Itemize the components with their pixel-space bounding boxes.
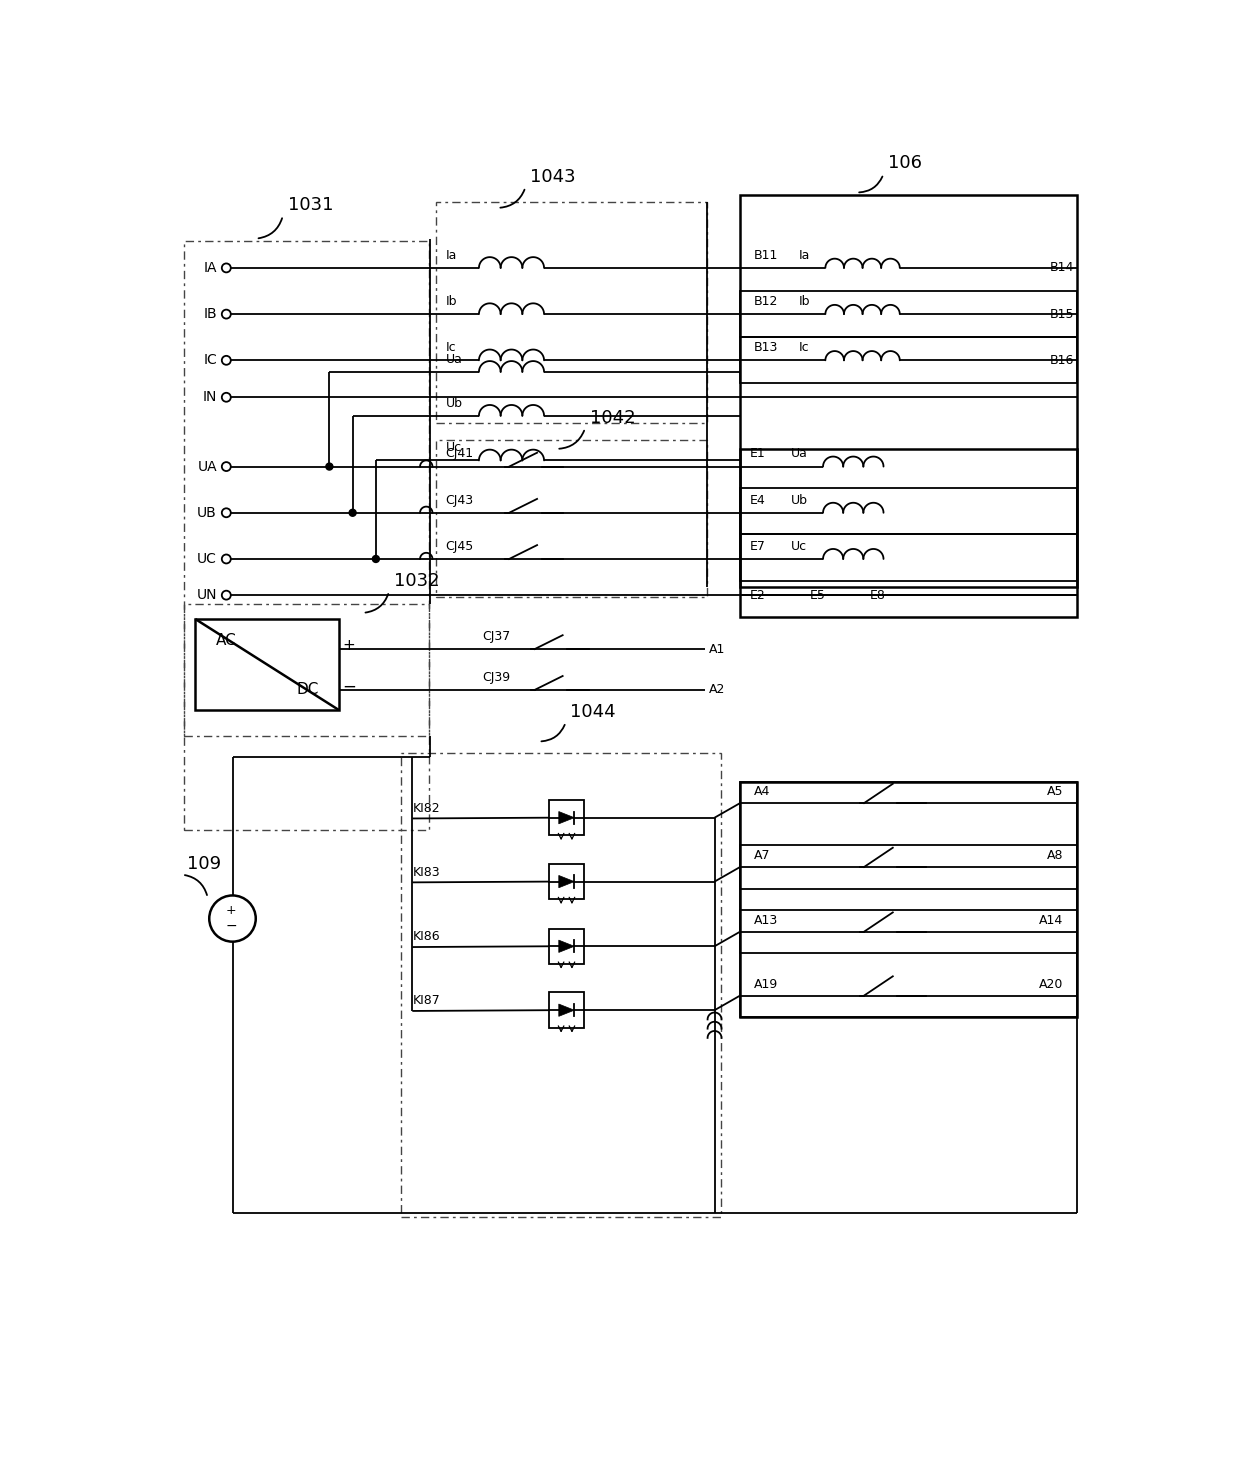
Circle shape [350, 510, 356, 516]
Text: CJ37: CJ37 [482, 630, 511, 643]
Text: KI82: KI82 [412, 802, 440, 815]
Text: Ib: Ib [799, 295, 810, 308]
Text: A7: A7 [754, 849, 770, 862]
Text: Ub: Ub [445, 397, 463, 410]
Text: A5: A5 [1047, 786, 1063, 799]
Text: A13: A13 [754, 914, 779, 927]
Polygon shape [559, 876, 574, 887]
Text: UB: UB [197, 505, 217, 520]
Text: IA: IA [203, 261, 217, 275]
Text: −: − [226, 920, 237, 933]
Text: 1043: 1043 [529, 167, 575, 185]
Text: A1: A1 [709, 642, 725, 655]
Text: B16: B16 [1050, 354, 1075, 367]
Text: E8: E8 [869, 589, 885, 602]
Text: Ia: Ia [799, 248, 810, 261]
Text: B14: B14 [1050, 261, 1075, 275]
Text: CJ41: CJ41 [445, 448, 474, 460]
Text: B13: B13 [753, 341, 777, 354]
Text: Ic: Ic [445, 341, 456, 354]
Text: Uc: Uc [791, 539, 807, 552]
Text: E2: E2 [750, 589, 766, 602]
Text: Uc: Uc [445, 441, 461, 454]
Text: E5: E5 [810, 589, 826, 602]
Polygon shape [559, 1003, 574, 1017]
Text: CJ45: CJ45 [445, 539, 474, 552]
Text: A2: A2 [709, 683, 725, 696]
Text: CJ39: CJ39 [482, 671, 510, 683]
Text: IC: IC [203, 354, 217, 367]
Text: UC: UC [197, 552, 217, 566]
Text: −: − [342, 677, 356, 696]
Text: Ic: Ic [799, 341, 808, 354]
Text: B15: B15 [1050, 307, 1075, 320]
Text: A4: A4 [754, 786, 770, 799]
Text: 1031: 1031 [288, 195, 334, 214]
Text: A8: A8 [1047, 849, 1063, 862]
Text: CJ43: CJ43 [445, 494, 474, 507]
Text: UN: UN [196, 588, 217, 602]
Circle shape [326, 463, 332, 470]
Text: +: + [226, 905, 237, 917]
Text: 1044: 1044 [570, 702, 616, 721]
Polygon shape [559, 811, 574, 824]
Text: B11: B11 [753, 248, 777, 261]
Text: KI87: KI87 [412, 995, 440, 1008]
Text: E7: E7 [750, 539, 766, 552]
Text: A20: A20 [1039, 978, 1063, 992]
Text: E1: E1 [750, 448, 766, 460]
Text: IN: IN [202, 391, 217, 404]
Text: KI86: KI86 [412, 930, 440, 943]
Text: DC: DC [296, 683, 319, 698]
Text: UA: UA [197, 460, 217, 473]
Text: 1042: 1042 [590, 408, 635, 426]
Circle shape [372, 555, 379, 563]
Text: 109: 109 [187, 855, 221, 873]
Text: Ua: Ua [791, 448, 807, 460]
Text: IB: IB [203, 307, 217, 322]
Text: 1032: 1032 [394, 571, 439, 589]
Polygon shape [559, 940, 574, 952]
Text: Ub: Ub [791, 494, 807, 507]
Text: A19: A19 [754, 978, 779, 992]
Text: Ia: Ia [445, 248, 458, 261]
Text: +: + [342, 638, 356, 652]
Text: E4: E4 [750, 494, 766, 507]
Text: Ib: Ib [445, 295, 458, 308]
Text: Ua: Ua [445, 353, 463, 366]
Text: AC: AC [216, 633, 237, 648]
Text: KI83: KI83 [412, 865, 440, 878]
Text: A14: A14 [1039, 914, 1063, 927]
Text: B12: B12 [753, 295, 777, 308]
Text: 106: 106 [888, 154, 923, 172]
